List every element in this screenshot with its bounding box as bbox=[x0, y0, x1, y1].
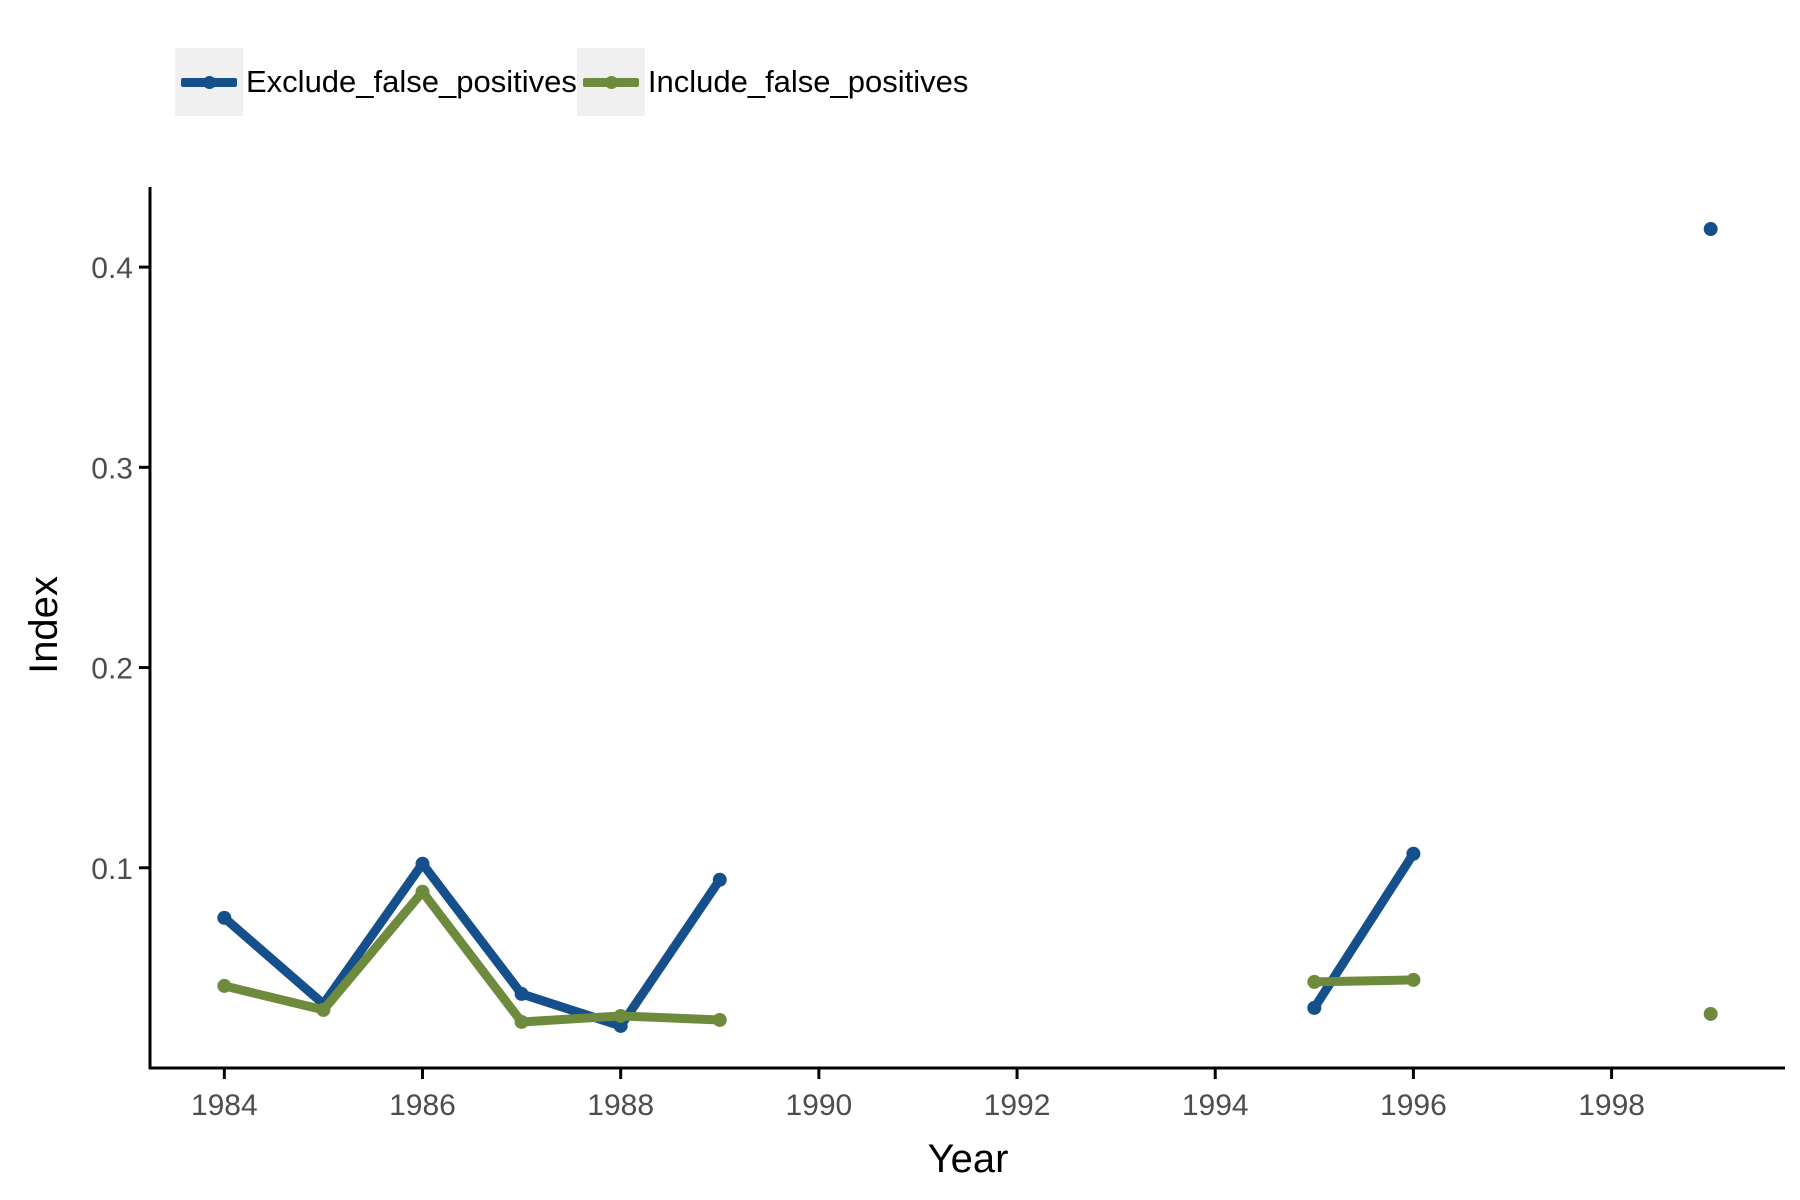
data-point-exclude-false-positives-1987[interactable] bbox=[514, 986, 529, 1001]
data-point-exclude-false-positives-1996[interactable] bbox=[1406, 846, 1421, 861]
data-point-include-false-positives-1984[interactable] bbox=[217, 978, 232, 993]
chart-marks bbox=[217, 222, 1718, 1033]
series-line-exclude-false-positives-segment-1 bbox=[221, 859, 724, 1031]
series-line-include-false-positives-segment-2 bbox=[1314, 975, 1414, 987]
data-point-include-false-positives-1986[interactable] bbox=[415, 884, 430, 899]
data-point-exclude-false-positives-1986[interactable] bbox=[415, 856, 430, 871]
data-point-exclude-false-positives-1988[interactable] bbox=[613, 1018, 628, 1033]
data-point-include-false-positives-1985[interactable] bbox=[316, 1002, 331, 1017]
data-point-exclude-false-positives-1989[interactable] bbox=[712, 872, 727, 887]
data-point-include-false-positives-1989[interactable] bbox=[712, 1012, 727, 1027]
x-tick-label-1984: 1984 bbox=[191, 1089, 258, 1122]
legend-key-exclude bbox=[175, 48, 243, 116]
y-tick-label-0.2: 0.2 bbox=[91, 653, 133, 686]
y-tick-label-0.4: 0.4 bbox=[91, 252, 133, 285]
x-tick-label-1992: 1992 bbox=[984, 1089, 1051, 1122]
x-tick-label-1998: 1998 bbox=[1578, 1089, 1645, 1122]
x-tick-label-1986: 1986 bbox=[389, 1089, 456, 1122]
y-tick-label-0.3: 0.3 bbox=[91, 452, 133, 485]
data-point-exclude-false-positives-1999[interactable] bbox=[1703, 222, 1718, 237]
data-point-include-false-positives-1987[interactable] bbox=[514, 1014, 529, 1029]
legend-dot-exclude bbox=[203, 76, 216, 89]
y-axis-title: Index bbox=[22, 576, 66, 674]
data-point-include-false-positives-1995[interactable] bbox=[1307, 974, 1322, 989]
legend: Exclude_false_positives Include_false_po… bbox=[175, 48, 968, 116]
legend-label-include: Include_false_positives bbox=[647, 64, 969, 99]
data-point-exclude-false-positives-1984[interactable] bbox=[217, 910, 232, 925]
legend-item-include[interactable]: Include_false_positives bbox=[576, 48, 969, 116]
data-point-exclude-false-positives-1995[interactable] bbox=[1307, 1000, 1322, 1015]
x-tick-label-1994: 1994 bbox=[1182, 1089, 1249, 1122]
legend-item-exclude[interactable]: Exclude_false_positives bbox=[175, 48, 577, 116]
legend-label-exclude: Exclude_false_positives bbox=[246, 64, 577, 99]
x-axis-title: Year bbox=[928, 1137, 1009, 1181]
x-tick-label-1988: 1988 bbox=[587, 1089, 654, 1122]
data-point-include-false-positives-1996[interactable] bbox=[1406, 972, 1421, 987]
chart-axes: 1984 1986 1988 1990 1992 1994 1996 1998 0.1 0.2 0.… bbox=[91, 187, 1785, 1122]
y-tick-label-0.1: 0.1 bbox=[91, 853, 133, 886]
data-point-include-false-positives-1988[interactable] bbox=[613, 1008, 628, 1023]
data-point-include-false-positives-1999[interactable] bbox=[1703, 1006, 1718, 1021]
series-line-include-false-positives-segment-1 bbox=[223, 887, 720, 1027]
x-tick-label-1990: 1990 bbox=[785, 1089, 852, 1122]
legend-dot-include bbox=[604, 76, 618, 89]
x-tick-label-1996: 1996 bbox=[1380, 1089, 1447, 1122]
legend-key-include bbox=[576, 48, 645, 116]
